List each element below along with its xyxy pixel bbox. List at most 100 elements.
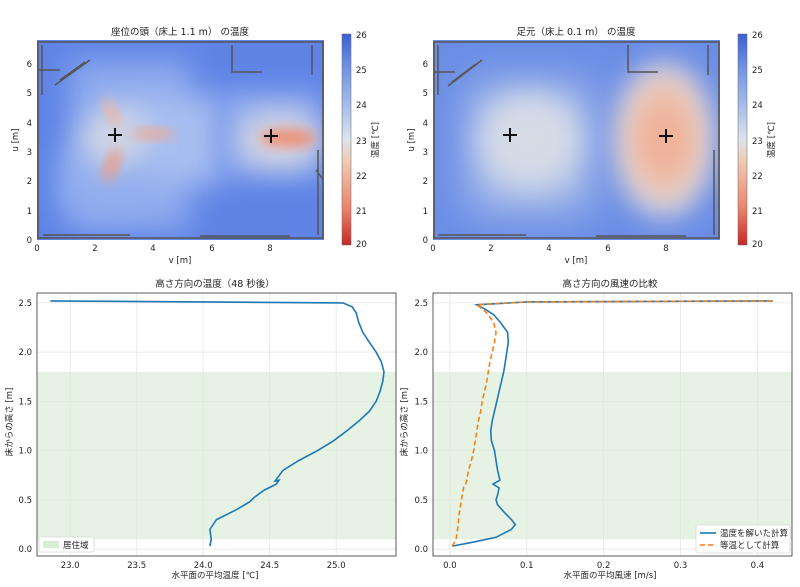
heatmap-head-x-axis: 0 2 4 6 8 v [m]: [34, 244, 272, 266]
y-tick-label: 2: [27, 177, 32, 187]
y-tick-label: 1: [27, 207, 32, 217]
x-tick-label: 4: [546, 244, 551, 254]
colorbar-tick: 20: [752, 240, 763, 250]
heatmap-foot-field: [433, 41, 720, 239]
person-marker-1: [503, 128, 517, 142]
y-tick-label: 4: [27, 119, 32, 129]
heatmap-foot-y-axis: 0 1 2 3 4 5 6 u [m]: [407, 60, 428, 246]
temperature-profile-y-ticks: 0.0 0.5 1.0 1.5 2.0 2.5: [18, 299, 32, 555]
temperature-profile-x-ticks: 23.0 23.5 24.0 24.5 25.0: [61, 561, 346, 571]
y-tick-label: 0.0: [414, 545, 428, 555]
x-axis-label: v [m]: [169, 256, 192, 266]
x-tick-label: 4: [150, 244, 155, 254]
colorbar-tick: 23: [752, 137, 763, 147]
colorbar-tick: 25: [356, 66, 367, 76]
temperature-profile-panel: 高さ方向の温度（48 秒後） 23.0 23.5 24.0 24.5 25.0 0.00…: [4, 278, 397, 581]
y-axis-label: u [m]: [407, 128, 417, 151]
temperature-profile-line: [50, 300, 385, 547]
colorbar-head: 20 21 22 23 24 25 26 温度 [℃]: [341, 31, 381, 250]
heatmap-head-field: [37, 41, 324, 239]
wind-profile-legend: 温度を解いた計算 等温として計算: [695, 524, 791, 554]
y-tick-label: 5: [423, 89, 428, 99]
colorbar-tick: 26: [752, 31, 763, 41]
wind-line-thermal: [452, 300, 773, 547]
heatmap-foot-x-axis: 0 2 4 6 8 v [m]: [430, 244, 668, 266]
x-axis-label: 水平面の平均温度 [℃]: [172, 570, 259, 581]
colorbar-gradient: [341, 33, 352, 246]
x-tick-label: 0: [430, 244, 435, 254]
x-tick-label: 0.4: [751, 561, 765, 571]
person-marker-2: [659, 129, 673, 143]
y-tick-label: 2: [423, 177, 428, 187]
x-axis-label: 水平面の平均風速 [m/s]: [564, 570, 657, 581]
colorbar-tick: 24: [752, 101, 763, 111]
colorbar-tick: 21: [752, 207, 763, 217]
occupied-zone-band: [433, 371, 792, 540]
x-tick-label: 6: [209, 244, 214, 254]
x-tick-label: 0.2: [597, 561, 611, 571]
heatmap-head-markers: [108, 128, 278, 143]
y-tick-label: 1.0: [414, 447, 428, 457]
wind-line-isothermal: [451, 300, 773, 547]
y-tick-label: 0.5: [414, 496, 428, 506]
y-axis-label: u [m]: [11, 128, 21, 151]
colorbar-tick: 21: [356, 207, 367, 217]
legend-label-thermal: 温度を解いた計算: [720, 528, 789, 539]
x-tick-label: 0.1: [520, 561, 534, 571]
x-tick-label: 6: [605, 244, 610, 254]
y-tick-label: 0.5: [18, 496, 32, 506]
y-tick-label: 2.0: [414, 348, 428, 358]
occupied-zone-band: [37, 371, 396, 540]
x-tick-label: 0.0: [443, 561, 457, 571]
y-tick-label: 0: [27, 236, 32, 246]
x-tick-label: 8: [663, 244, 668, 254]
y-tick-label: 6: [423, 60, 428, 70]
temperature-profile-legend: 居住域: [38, 536, 95, 553]
heatmap-foot-panel: 足元（床上 0.1 m） の温度 0 2 4 6 8 v [m] 0 1 2: [407, 26, 777, 266]
colorbar-tick: 22: [356, 172, 367, 182]
heatmap-foot-markers: [503, 128, 673, 143]
y-tick-label: 2.5: [414, 299, 428, 309]
person-marker-1: [108, 128, 122, 142]
y-tick-label: 5: [27, 89, 32, 99]
y-tick-label: 1.5: [18, 397, 32, 407]
x-tick-label: 2: [92, 244, 97, 254]
wind-profile-title: 高さ方向の風速の比較: [562, 278, 658, 290]
x-tick-label: 8: [267, 244, 272, 254]
y-tick-label: 1: [423, 207, 428, 217]
y-tick-label: 2.5: [18, 299, 32, 309]
legend-label-isothermal: 等温として計算: [720, 540, 780, 551]
wind-profile-frame: [432, 292, 793, 557]
colorbar-tick: 26: [356, 31, 367, 41]
x-tick-label: 2: [488, 244, 493, 254]
person-marker-2: [264, 129, 278, 143]
legend-swatch: [43, 541, 59, 548]
colorbar-foot: 20 21 22 23 24 25 26 温度 [℃]: [737, 31, 777, 250]
heatmap-head-panel: 座位の頭（床上 1.1 m） の温度 0 2 4 6 8 v [m]: [11, 26, 381, 266]
x-axis-label: v [m]: [565, 256, 588, 266]
y-tick-label: 3: [423, 148, 428, 158]
y-tick-label: 6: [27, 60, 32, 70]
x-tick-label: 24.5: [260, 561, 279, 571]
x-tick-label: 0: [34, 244, 39, 254]
legend-box: [695, 524, 791, 554]
colorbar-label: 温度 [℃]: [370, 122, 381, 158]
colorbar-tick: 24: [356, 101, 367, 111]
heatmap-head-title: 座位の頭（床上 1.1 m） の温度: [111, 26, 249, 38]
y-tick-label: 2.0: [18, 348, 32, 358]
colorbar-tick: 22: [752, 172, 763, 182]
legend-box: [38, 536, 95, 553]
heatmap-head-y-axis: 0 1 2 3 4 5 6 u [m]: [11, 60, 32, 246]
colorbar-label: 温度 [℃]: [766, 122, 777, 158]
y-tick-label: 4: [423, 119, 428, 129]
x-tick-label: 23.5: [127, 561, 146, 571]
colorbar-tick: 23: [356, 137, 367, 147]
wind-profile-panel: 高さ方向の風速の比較 0.0 0.1 0.2 0.3 0.4 0.0 0.5 1.0 1.5 2…: [399, 278, 793, 581]
colorbar-gradient: [737, 33, 748, 246]
x-tick-label: 0.3: [674, 561, 688, 571]
y-tick-label: 1.0: [18, 447, 32, 457]
x-tick-label: 25.0: [327, 561, 346, 571]
y-axis-label: 床からの高さ [m]: [4, 388, 15, 457]
y-tick-label: 3: [27, 148, 32, 158]
heatmap-foot-title: 足元（床上 0.1 m） の温度: [517, 26, 636, 38]
